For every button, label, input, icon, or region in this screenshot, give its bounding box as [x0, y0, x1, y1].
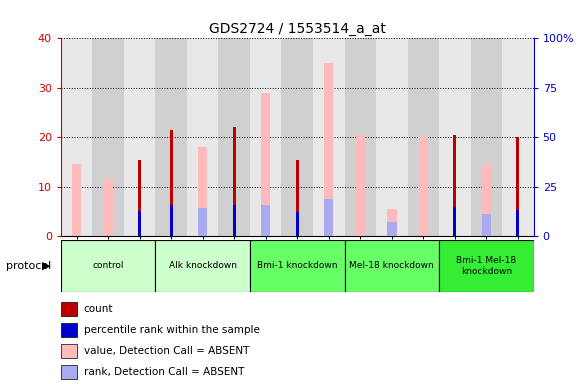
Bar	[296, 212, 299, 236]
Bar	[281, 38, 313, 236]
Bar	[187, 38, 219, 236]
Bar	[103, 179, 113, 236]
Bar	[250, 240, 281, 292]
Bar	[261, 93, 270, 236]
Bar	[408, 38, 439, 236]
Bar	[481, 164, 491, 236]
Bar	[261, 205, 270, 236]
Bar	[138, 159, 142, 236]
Bar	[345, 240, 376, 292]
Bar	[324, 199, 334, 236]
Bar	[516, 137, 520, 236]
Bar	[92, 240, 124, 292]
Bar	[502, 240, 534, 292]
Text: control: control	[92, 262, 124, 270]
Bar	[233, 127, 236, 236]
Bar	[124, 240, 155, 292]
Bar	[155, 240, 250, 292]
Bar	[345, 38, 376, 236]
Bar	[313, 240, 345, 292]
Text: rank, Detection Call = ABSENT: rank, Detection Call = ABSENT	[84, 367, 244, 377]
Bar	[61, 365, 77, 379]
Bar	[387, 222, 397, 236]
Bar	[453, 135, 456, 236]
Bar	[356, 135, 365, 236]
Bar	[376, 38, 408, 236]
Text: Bmi-1 knockdown: Bmi-1 knockdown	[257, 262, 338, 270]
Text: count: count	[84, 304, 113, 314]
Bar	[439, 38, 470, 236]
Bar	[419, 137, 428, 236]
Bar	[219, 240, 250, 292]
Bar	[61, 344, 77, 358]
Bar	[198, 147, 208, 236]
Bar	[453, 207, 456, 236]
Bar	[481, 214, 491, 236]
Bar	[61, 302, 77, 316]
Bar	[61, 323, 77, 337]
Bar	[169, 130, 173, 236]
Bar	[296, 159, 299, 236]
Text: percentile rank within the sample: percentile rank within the sample	[84, 325, 259, 335]
Bar	[250, 38, 281, 236]
Bar	[439, 240, 534, 292]
Bar	[219, 38, 250, 236]
Bar	[138, 212, 142, 236]
Bar	[281, 240, 313, 292]
Bar	[345, 240, 439, 292]
Bar	[198, 209, 208, 236]
Bar	[61, 240, 92, 292]
Bar	[470, 38, 502, 236]
Bar	[233, 205, 236, 236]
Text: Bmi-1 Mel-18
knockdown: Bmi-1 Mel-18 knockdown	[456, 256, 516, 276]
Bar	[61, 38, 92, 236]
Bar	[250, 240, 345, 292]
Bar	[376, 240, 408, 292]
Text: ▶: ▶	[42, 261, 50, 271]
Bar	[324, 63, 334, 236]
Bar	[439, 240, 470, 292]
Bar	[470, 240, 502, 292]
Bar	[124, 38, 155, 236]
Bar	[155, 38, 187, 236]
Bar	[516, 210, 520, 236]
Bar	[92, 38, 124, 236]
Title: GDS2724 / 1553514_a_at: GDS2724 / 1553514_a_at	[209, 22, 386, 36]
Text: value, Detection Call = ABSENT: value, Detection Call = ABSENT	[84, 346, 249, 356]
Bar	[169, 205, 173, 236]
Bar	[187, 240, 219, 292]
Bar	[408, 240, 439, 292]
Bar	[502, 38, 534, 236]
Text: Mel-18 knockdown: Mel-18 knockdown	[349, 262, 434, 270]
Bar	[387, 209, 397, 236]
Bar	[61, 240, 155, 292]
Bar	[313, 38, 345, 236]
Bar	[155, 240, 187, 292]
Text: protocol: protocol	[6, 261, 51, 271]
Text: Alk knockdown: Alk knockdown	[169, 262, 237, 270]
Bar	[72, 164, 81, 236]
